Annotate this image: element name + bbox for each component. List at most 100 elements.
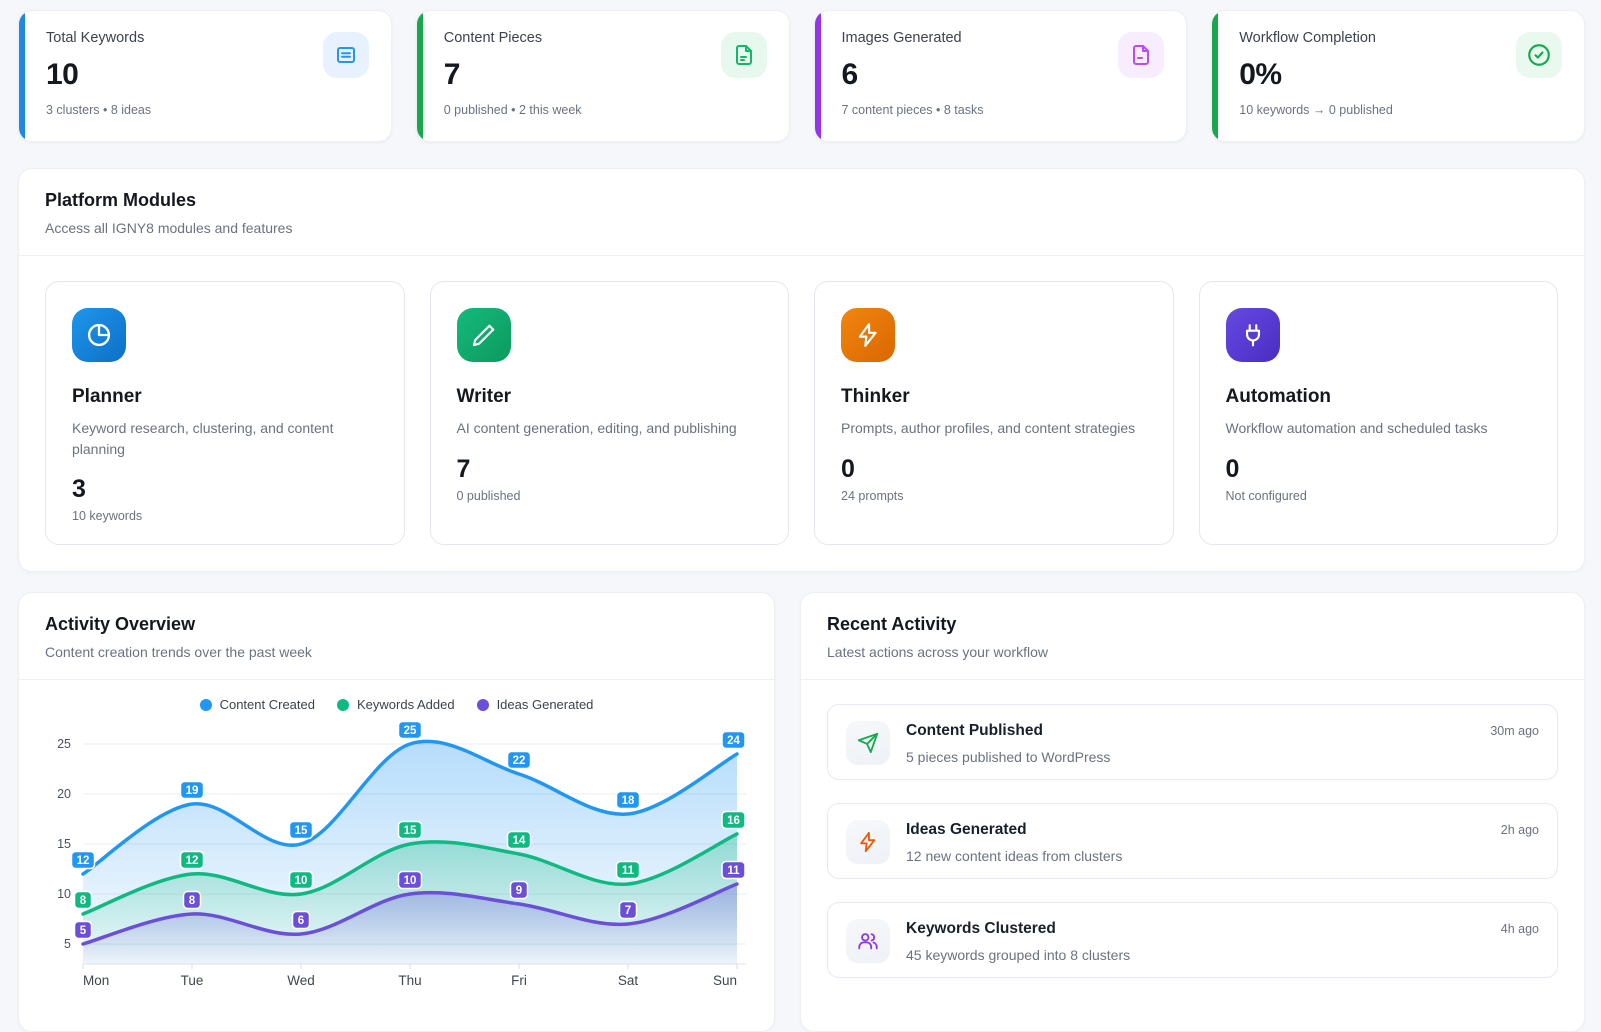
- modules-grid: Planner Keyword research, clustering, an…: [19, 256, 1584, 571]
- activity-item-keywords-clustered: Keywords Clustered 45 keywords grouped i…: [827, 902, 1558, 978]
- legend-item[interactable]: Ideas Generated: [476, 697, 593, 712]
- svg-text:12: 12: [186, 855, 199, 867]
- legend-item[interactable]: Content Created: [199, 697, 315, 712]
- pencil-icon: [456, 308, 511, 362]
- activity-line-chart: 5 10 15 20 25 Mon Tue Wed Thu Fri Sat Sun 12 19 15 25 22…: [57, 720, 746, 988]
- module-value: 0: [841, 454, 855, 483]
- chart-legend: Content Created Keywords Added Ideas Gener…: [33, 697, 760, 712]
- activity-overview-header: Activity Overview Content creation trend…: [19, 593, 774, 680]
- stat-subtext: 10 keywords → 0 published: [1239, 103, 1393, 117]
- stat-card-content-pieces: Content Pieces 7 0 published • 2 this we…: [415, 10, 790, 142]
- bottom-row: Activity Overview Content creation trend…: [18, 592, 1585, 1032]
- legend-item[interactable]: Keywords Added: [336, 697, 455, 712]
- module-value: 3: [72, 475, 86, 504]
- svg-text:18: 18: [622, 795, 635, 807]
- stat-card-total-keywords: Total Keywords 10 3 clusters • 8 ideas: [18, 10, 392, 142]
- zap-icon: [846, 820, 890, 864]
- svg-text:15: 15: [295, 825, 308, 837]
- module-subtext: 24 prompts: [841, 488, 904, 503]
- file-text-icon: [720, 32, 767, 78]
- stat-value: 10: [46, 58, 79, 91]
- svg-text:19: 19: [186, 785, 199, 797]
- activity-chart-area: Content Created Keywords Added Ideas Gener…: [19, 697, 774, 997]
- module-card-planner[interactable]: Planner Keyword research, clustering, an…: [45, 281, 405, 545]
- stat-subtext: 7 content pieces • 8 tasks: [841, 103, 984, 117]
- recent-activity-subtitle: Latest actions across your workflow: [827, 644, 1048, 660]
- accent-stripe: [19, 11, 25, 141]
- stat-value: 6: [841, 58, 859, 91]
- activity-item-time: 2h ago: [1500, 823, 1539, 837]
- legend-dot-icon: [476, 698, 489, 711]
- platform-modules-panel: Platform Modules Access all IGNY8 module…: [18, 168, 1585, 572]
- send-icon: [846, 721, 890, 765]
- stat-subtext: 3 clusters • 8 ideas: [46, 103, 152, 117]
- module-card-thinker[interactable]: Thinker Prompts, author profiles, and co…: [814, 281, 1174, 545]
- activity-overview-subtitle: Content creation trends over the past we…: [45, 644, 312, 660]
- module-description: Workflow automation and scheduled tasks: [1225, 420, 1488, 436]
- activity-overview-card: Activity Overview Content creation trend…: [18, 592, 775, 1032]
- module-name: Planner: [72, 386, 142, 407]
- legend-dot-icon: [199, 698, 212, 711]
- svg-text:Sun: Sun: [713, 973, 737, 988]
- activity-item-title: Ideas Generated: [906, 821, 1027, 838]
- module-description: Prompts, author profiles, and content st…: [841, 420, 1136, 436]
- svg-text:25: 25: [404, 725, 417, 737]
- stat-label: Images Generated: [841, 30, 962, 46]
- legend-dot-icon: [336, 698, 349, 711]
- platform-modules-subtitle: Access all IGNY8 modules and features: [45, 220, 293, 236]
- recent-activity-header: Recent Activity Latest actions across yo…: [801, 593, 1584, 680]
- recent-activity-card: Recent Activity Latest actions across yo…: [800, 592, 1585, 1032]
- module-card-automation[interactable]: Automation Workflow automation and sched…: [1198, 281, 1558, 545]
- activity-item-title: Keywords Clustered: [906, 920, 1056, 937]
- activity-item-content-published: Content Published 5 pieces published to …: [827, 704, 1558, 780]
- activity-item-time: 30m ago: [1490, 724, 1539, 738]
- module-value: 7: [456, 454, 471, 483]
- svg-text:8: 8: [189, 895, 196, 907]
- svg-text:10: 10: [295, 875, 308, 887]
- stat-value: 7: [443, 58, 461, 91]
- zap-icon: [841, 308, 895, 362]
- module-card-writer[interactable]: Writer AI content generation, editing, a…: [429, 281, 789, 545]
- svg-text:5: 5: [80, 925, 87, 937]
- accent-stripe: [416, 11, 423, 141]
- svg-text:6: 6: [298, 915, 304, 927]
- module-description: AI content generation, editing, and publ…: [456, 420, 737, 436]
- stat-label: Workflow Completion: [1239, 30, 1376, 46]
- recent-activity-title: Recent Activity: [827, 614, 957, 634]
- svg-text:15: 15: [404, 825, 417, 837]
- svg-text:24: 24: [727, 735, 740, 747]
- svg-text:14: 14: [513, 835, 526, 847]
- stat-subtext: 0 published • 2 this week: [443, 103, 582, 117]
- module-name: Writer: [456, 386, 512, 407]
- activity-overview-title: Activity Overview: [45, 614, 196, 634]
- svg-text:Wed: Wed: [287, 973, 315, 988]
- stats-row: Total Keywords 10 3 clusters • 8 ideas C…: [18, 10, 1585, 142]
- file-image-icon: [1118, 32, 1165, 78]
- svg-text:10: 10: [404, 875, 417, 887]
- stat-value: 0%: [1239, 58, 1282, 91]
- svg-text:22: 22: [513, 755, 526, 767]
- svg-text:10: 10: [57, 887, 71, 901]
- svg-text:Fri: Fri: [511, 973, 527, 988]
- activity-item-description: 12 new content ideas from clusters: [906, 848, 1123, 864]
- svg-text:12: 12: [77, 855, 90, 867]
- module-subtext: 0 published: [456, 488, 521, 503]
- recent-activity-list: Content Published 5 pieces published to …: [801, 680, 1584, 1002]
- activity-item-time: 4h ago: [1500, 922, 1539, 936]
- svg-text:20: 20: [57, 787, 71, 801]
- svg-text:9: 9: [516, 885, 522, 897]
- svg-text:Mon: Mon: [83, 973, 109, 988]
- svg-text:8: 8: [80, 895, 87, 907]
- module-description: Keyword research, clustering, and conten…: [72, 420, 334, 457]
- module-subtext: Not configured: [1225, 488, 1307, 503]
- platform-modules-title: Platform Modules: [45, 190, 197, 210]
- stat-card-workflow-completion: Workflow Completion 0% 10 keywords → 0 p…: [1211, 10, 1585, 142]
- accent-stripe: [814, 11, 821, 141]
- list-box-icon: [322, 32, 369, 78]
- svg-text:5: 5: [64, 937, 71, 951]
- activity-item-title: Content Published: [906, 722, 1043, 739]
- svg-text:Thu: Thu: [398, 973, 421, 988]
- svg-text:Tue: Tue: [181, 973, 204, 988]
- svg-text:11: 11: [622, 865, 635, 877]
- module-value: 0: [1225, 454, 1240, 483]
